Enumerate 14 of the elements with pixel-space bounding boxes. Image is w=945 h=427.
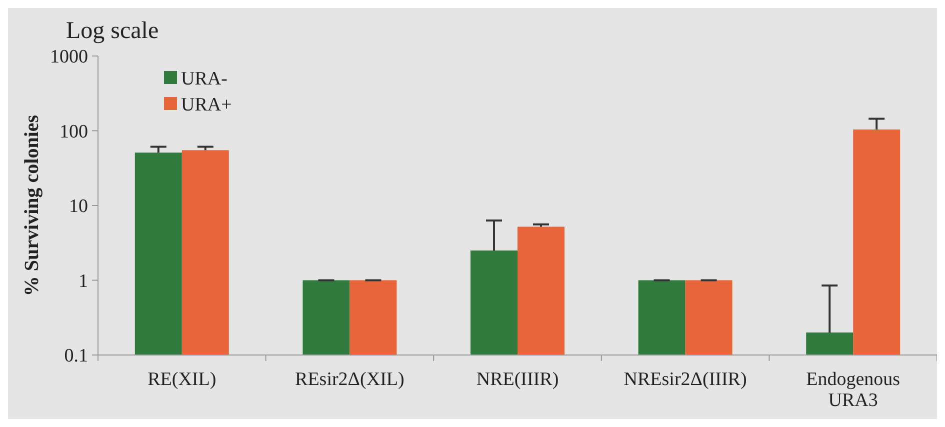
chart-title: Log scale [66, 18, 159, 44]
x-tick-label: REsir2Δ(XIL) [295, 369, 404, 390]
x-tick-label: NREsir2Δ(IIIR) [624, 369, 747, 390]
legend-label: URA- [181, 68, 228, 90]
x-tick-label: RE(XIL) [148, 369, 216, 390]
x-tick-label: NRE(IIIR) [476, 369, 559, 390]
y-tick-label: 0.1 [64, 346, 88, 367]
x-tick-label: Endogenous URA3 [806, 369, 900, 411]
y-tick-label: 10 [69, 196, 88, 218]
y-axis-title: % Surviving colonies [21, 114, 43, 296]
y-tick-label: 100 [60, 121, 88, 142]
y-tick-label: 1 [78, 270, 88, 292]
legend-label: URA+ [181, 94, 232, 116]
y-tick-label: 1000 [50, 46, 88, 68]
